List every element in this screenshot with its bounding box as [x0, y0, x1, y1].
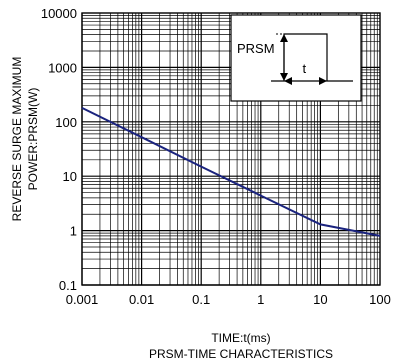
chart-title: PRSM-TIME CHARACTERISTICS [149, 347, 333, 361]
series [81, 107, 381, 237]
x-tick-label: 100 [369, 292, 391, 307]
inset-arrowhead-down [280, 73, 288, 81]
inset-box [230, 14, 362, 102]
y-tick-label: 10000 [41, 6, 77, 21]
inset-label-t: t [303, 61, 307, 76]
y-tick-label: 100 [55, 115, 77, 130]
plot-frame [81, 12, 381, 286]
x-axis-label: TIME:t(ms) [211, 331, 270, 345]
inset-arrowhead-right [319, 77, 327, 85]
y-tick-label: 1 [70, 224, 77, 239]
series-line [81, 107, 381, 237]
y-tick-label: 1000 [48, 60, 77, 75]
inset-arrowhead-left [284, 77, 292, 85]
y-axis-label-line2: POWER:PRSM(W) [26, 88, 40, 191]
x-tick-label: 0.1 [192, 292, 210, 307]
y-axis-label-line1: REVERSE SURGE MAXIMUM [10, 57, 24, 222]
x-tick-label: 10 [313, 292, 327, 307]
inset-arrowhead-up [280, 34, 288, 42]
x-tick-label: 0.01 [129, 292, 154, 307]
y-tick-labels: 0.1 1 10 100 1000 10000 [41, 6, 77, 293]
y-tick-label: 0.1 [59, 278, 77, 293]
x-tick-label: 1 [257, 292, 264, 307]
x-tick-labels: 0.001 0.01 0.1 1 10 100 [66, 292, 391, 307]
inset-label-prsm: PRSM [237, 41, 275, 56]
pulse-inset-diagram: PRSM t [230, 14, 362, 102]
y-tick-label: 10 [63, 169, 77, 184]
x-tick-label: 0.001 [66, 292, 99, 307]
